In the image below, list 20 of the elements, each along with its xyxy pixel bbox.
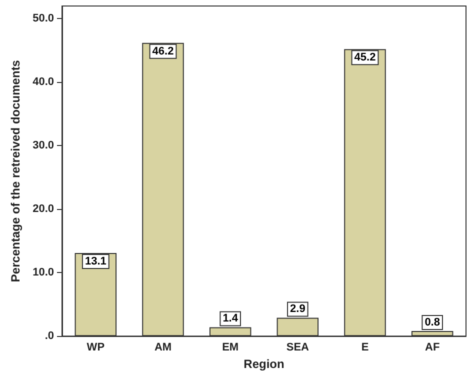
x-tick-label: EM <box>222 342 239 354</box>
x-tick-label: AM <box>154 342 172 354</box>
data-label: 1.4 <box>222 312 239 325</box>
data-label: 13.1 <box>84 255 106 268</box>
x-tick-label: AF <box>424 342 440 354</box>
y-axis-title: Percentage of the retreived documents <box>8 60 23 282</box>
data-label: 46.2 <box>152 45 174 58</box>
x-axis-title: Region <box>244 357 284 371</box>
x-tick-label: WP <box>86 342 105 354</box>
data-label: 45.2 <box>354 52 376 64</box>
x-tick-label: SEA <box>286 342 310 354</box>
y-tick-label: 50.0 <box>32 12 54 25</box>
data-label: 2.9 <box>290 303 306 316</box>
data-label: 0.8 <box>424 316 440 329</box>
x-tick-label: E <box>361 342 369 354</box>
y-tick-label: 20.0 <box>32 203 54 216</box>
y-tick-label: 10.0 <box>32 266 54 279</box>
y-tick-label: 40.0 <box>32 76 54 88</box>
y-tick-label: 30.0 <box>32 140 54 152</box>
y-tick-label: .0 <box>44 330 54 342</box>
